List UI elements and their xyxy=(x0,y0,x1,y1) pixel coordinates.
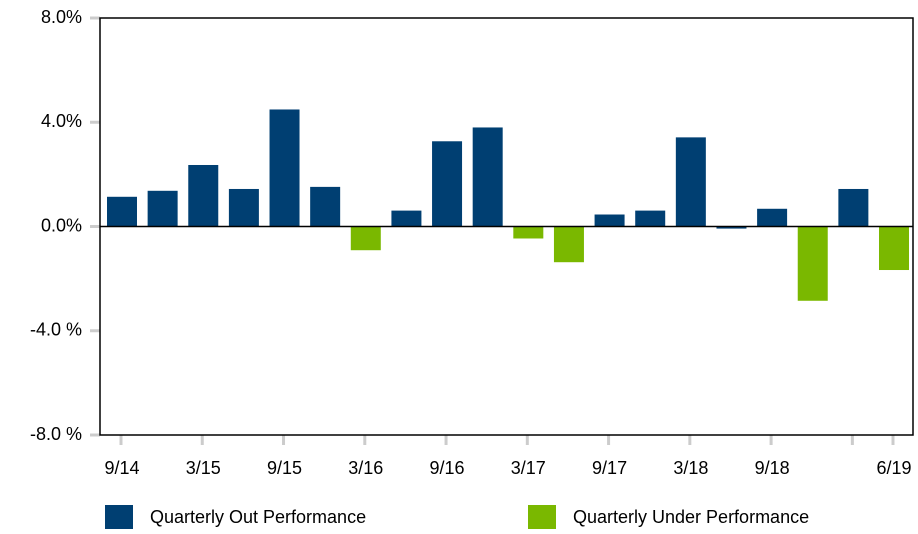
x-tick-label: 9/15 xyxy=(267,458,302,478)
bar xyxy=(879,226,909,271)
bar xyxy=(553,226,584,263)
bar xyxy=(838,188,869,227)
bar xyxy=(513,226,544,239)
bar xyxy=(310,186,341,227)
x-tick-label: 9/14 xyxy=(104,458,139,478)
legend-swatch xyxy=(528,505,556,529)
legend-label: Quarterly Under Performance xyxy=(573,507,809,527)
y-tick-label: 0.0% xyxy=(41,215,82,235)
bar xyxy=(391,210,422,227)
bar xyxy=(188,164,219,227)
bar xyxy=(635,210,666,227)
y-tick-label: -4.0 % xyxy=(30,320,82,340)
bar xyxy=(675,137,706,227)
x-tick-label: 3/18 xyxy=(673,458,708,478)
y-tick-label: 4.0% xyxy=(41,111,82,131)
x-tick-label: 3/16 xyxy=(348,458,383,478)
x-tick-label: 6/19 xyxy=(876,458,911,478)
bar xyxy=(716,226,747,229)
x-tick-label: 9/16 xyxy=(430,458,465,478)
y-tick-label: 8.0% xyxy=(41,7,82,27)
bar xyxy=(269,109,300,227)
bar xyxy=(472,127,503,227)
bar xyxy=(147,190,178,227)
x-tick-label: 9/18 xyxy=(755,458,790,478)
bar xyxy=(107,196,137,227)
bar xyxy=(350,226,381,251)
bar xyxy=(757,208,788,227)
x-tick-label: 3/17 xyxy=(511,458,546,478)
x-tick-label: 9/17 xyxy=(592,458,627,478)
bar xyxy=(594,214,625,227)
y-tick-label: -8.0 % xyxy=(30,424,82,444)
legend-label: Quarterly Out Performance xyxy=(150,507,366,527)
bar xyxy=(228,188,259,227)
plot-border xyxy=(99,17,914,436)
legend-swatch xyxy=(105,505,133,529)
bar xyxy=(432,141,463,227)
bar xyxy=(797,226,828,301)
x-tick-label: 3/15 xyxy=(186,458,221,478)
